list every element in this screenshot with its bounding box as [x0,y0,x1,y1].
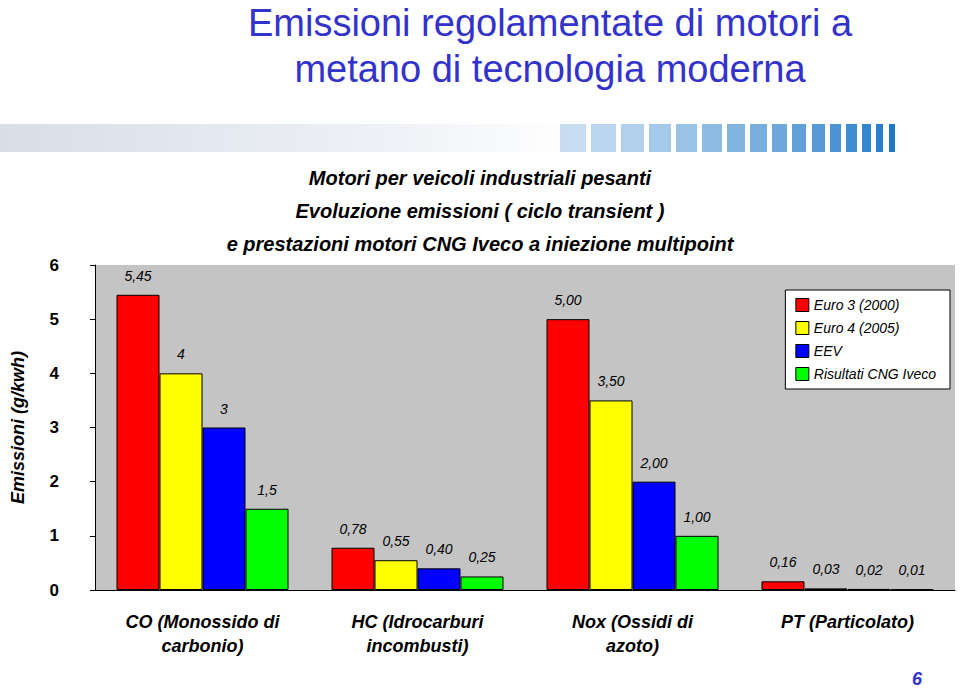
svg-text:incombusti): incombusti) [367,636,469,656]
svg-text:HC (Idrocarburi: HC (Idrocarburi [351,612,484,632]
svg-text:5,00: 5,00 [554,292,581,308]
svg-text:0,25: 0,25 [468,549,495,565]
svg-text:Motori per veicoli industriali: Motori per veicoli industriali pesanti [309,167,652,189]
svg-text:3,50: 3,50 [597,373,624,389]
svg-text:0,40: 0,40 [425,541,452,557]
svg-text:CO (Monossido di: CO (Monossido di [126,612,281,632]
svg-text:e prestazioni motori CNG Iveco: e prestazioni motori CNG Iveco a iniezio… [227,233,735,255]
svg-text:1,00: 1,00 [683,509,710,525]
svg-text:Nox (Ossidi di: Nox (Ossidi di [572,612,694,632]
svg-text:2: 2 [50,472,59,491]
svg-text:azoto): azoto) [606,636,659,656]
svg-text:Euro 4 (2005): Euro 4 (2005) [814,320,900,336]
html-text:Emissioni regolamentate di mot: Emissioni regolamentate di motori a meta… [248,2,852,90]
svg-text:1: 1 [50,526,59,545]
svg-text:0,02: 0,02 [855,562,882,578]
svg-text:3: 3 [50,418,59,437]
svg-text:1,5: 1,5 [257,482,277,498]
svg-text:4: 4 [50,364,60,383]
svg-text:5: 5 [50,310,59,329]
svg-text:carbonio): carbonio) [161,636,243,656]
svg-text:0: 0 [50,581,59,600]
svg-text:EEV: EEV [814,343,844,359]
svg-text:0,78: 0,78 [339,521,366,537]
svg-text:3: 3 [220,401,228,417]
svg-text:0,55: 0,55 [382,533,409,549]
svg-text:Euro 3 (2000): Euro 3 (2000) [814,297,900,313]
svg-text:6: 6 [50,256,59,275]
html-text:6: 6 [912,669,922,689]
svg-text:PT (Particolato): PT (Particolato) [781,612,914,632]
svg-text:4: 4 [177,346,185,362]
svg-text:0,16: 0,16 [769,554,796,570]
svg-text:5,45: 5,45 [124,268,151,284]
svg-text:Risultati CNG Iveco: Risultati CNG Iveco [814,366,936,382]
svg-text:0,03: 0,03 [812,561,839,577]
svg-text:2,00: 2,00 [639,455,667,471]
svg-text:Emissioni (g/kwh): Emissioni (g/kwh) [8,351,28,504]
svg-text:0,01: 0,01 [898,562,925,578]
svg-text:Evoluzione emissioni ( ciclo t: Evoluzione emissioni ( ciclo transient ) [296,200,665,222]
